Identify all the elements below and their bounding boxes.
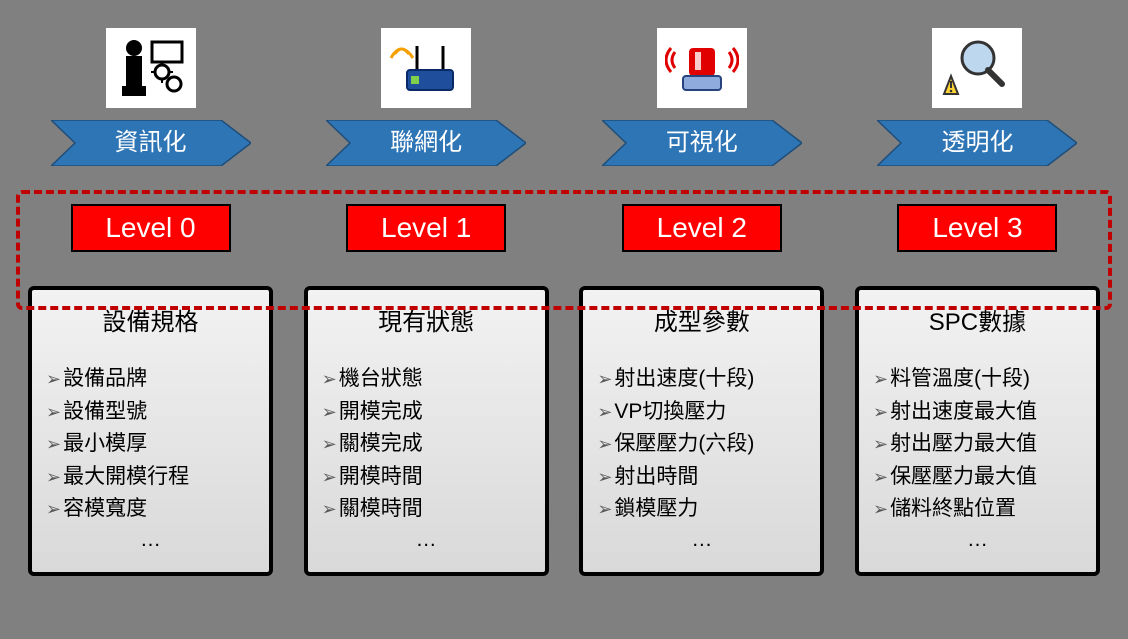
alarm-light-icon [657,28,747,108]
level-label: Level 3 [932,212,1022,243]
list-item: 開模時間 [322,461,531,494]
spec-card-3: SPC數據 料管溫度(十段) 射出速度最大值 射出壓力最大值 保壓壓力最大值 儲… [855,286,1100,576]
list-item: 設備型號 [46,396,255,429]
ellipsis: … [597,528,806,552]
column-1: 聯網化 Level 1 現有狀態 機台狀態 開模完成 關模完成 開模時間 關模時… [304,0,549,576]
level-label: Level 1 [381,212,471,243]
card-title: SPC數據 [873,302,1082,337]
spec-card-0: 設備規格 設備品牌 設備型號 最小模厚 最大開模行程 容模寬度 … [28,286,273,576]
list-item: 儲料終點位置 [873,493,1082,526]
column-3: 透明化 Level 3 SPC數據 料管溫度(十段) 射出速度最大值 射出壓力最… [855,0,1100,576]
level-badge-3: Level 3 [897,204,1057,252]
stage-arrow-1: 聯網化 [326,120,526,166]
list-item: 容模寬度 [46,493,255,526]
stage-arrow-2: 可視化 [602,120,802,166]
stage-arrow-3: 透明化 [877,120,1077,166]
level-label: Level 0 [105,212,195,243]
list-item: 最大開模行程 [46,461,255,494]
spec-card-1: 現有狀態 機台狀態 開模完成 關模完成 開模時間 關模時間 … [304,286,549,576]
list-item: 射出時間 [597,461,806,494]
level-badge-1: Level 1 [346,204,506,252]
card-title: 現有狀態 [322,302,531,337]
card-list-2: 射出速度(十段) VP切換壓力 保壓壓力(六段) 射出時間 鎖模壓力 [597,363,806,526]
list-item: 射出速度最大值 [873,396,1082,429]
list-item: 射出速度(十段) [597,363,806,396]
column-2: 可視化 Level 2 成型參數 射出速度(十段) VP切換壓力 保壓壓力(六段… [579,0,824,576]
magnifier-warning-icon [932,28,1022,108]
column-0: 資訊化 Level 0 設備規格 設備品牌 設備型號 最小模厚 最大開模行程 容… [28,0,273,576]
card-title: 成型參數 [597,302,806,337]
level-badge-2: Level 2 [622,204,782,252]
stage-label: 資訊化 [115,129,187,156]
level-label: Level 2 [657,212,747,243]
list-item: 最小模厚 [46,428,255,461]
list-item: 保壓壓力(六段) [597,428,806,461]
level-badge-0: Level 0 [71,204,231,252]
ellipsis: … [873,528,1082,552]
card-list-0: 設備品牌 設備型號 最小模厚 最大開模行程 容模寬度 [46,363,255,526]
spec-card-2: 成型參數 射出速度(十段) VP切換壓力 保壓壓力(六段) 射出時間 鎖模壓力 … [579,286,824,576]
stage-label: 可視化 [666,129,738,156]
diagram-columns: 資訊化 Level 0 設備規格 設備品牌 設備型號 最小模厚 最大開模行程 容… [0,0,1128,576]
list-item: 保壓壓力最大值 [873,461,1082,494]
list-item: 料管溫度(十段) [873,363,1082,396]
list-item: VP切換壓力 [597,396,806,429]
operator-machine-icon [106,28,196,108]
list-item: 射出壓力最大值 [873,428,1082,461]
ellipsis: … [322,528,531,552]
list-item: 設備品牌 [46,363,255,396]
wifi-router-icon [381,28,471,108]
list-item: 關模完成 [322,428,531,461]
ellipsis: … [46,528,255,552]
stage-label: 透明化 [941,129,1013,156]
card-list-3: 料管溫度(十段) 射出速度最大值 射出壓力最大值 保壓壓力最大值 儲料終點位置 [873,363,1082,526]
list-item: 機台狀態 [322,363,531,396]
list-item: 鎖模壓力 [597,493,806,526]
stage-arrow-0: 資訊化 [51,120,251,166]
card-title: 設備規格 [46,302,255,337]
stage-label: 聯網化 [390,129,462,156]
list-item: 開模完成 [322,396,531,429]
list-item: 關模時間 [322,493,531,526]
card-list-1: 機台狀態 開模完成 關模完成 開模時間 關模時間 [322,363,531,526]
